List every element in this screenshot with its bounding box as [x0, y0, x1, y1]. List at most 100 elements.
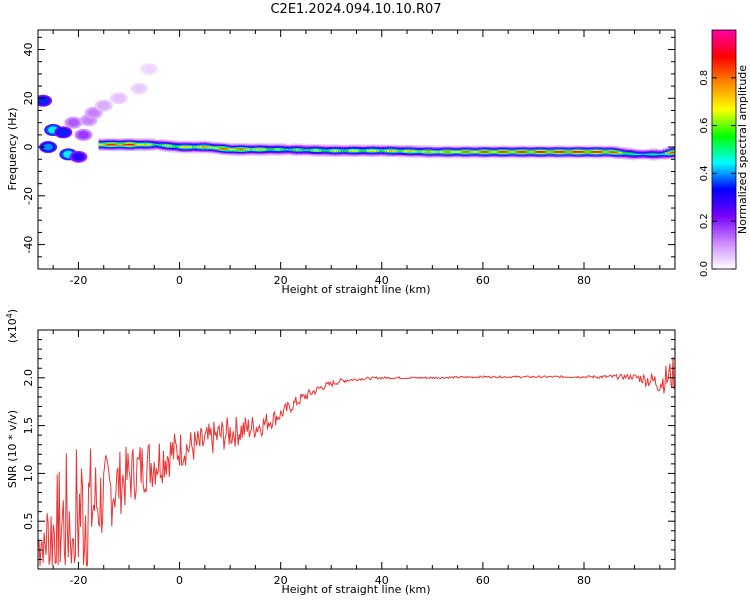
band-cell — [462, 151, 466, 153]
band-cell — [563, 151, 567, 153]
band-cell — [659, 153, 663, 156]
band-cell — [262, 148, 267, 151]
band-cell — [437, 151, 441, 153]
band-cell — [414, 150, 418, 153]
band-cell — [182, 146, 186, 148]
band-cell — [561, 151, 565, 153]
band-cell — [318, 149, 322, 152]
colorbar-tick-label: 0.2 — [699, 213, 710, 229]
band-cell — [187, 146, 191, 148]
band-cell — [121, 143, 125, 146]
y-tick-label: -40 — [22, 236, 35, 254]
snr-layer — [38, 357, 675, 567]
band-cell — [465, 151, 469, 153]
band-cell — [177, 145, 181, 148]
band-cell — [129, 143, 133, 146]
x-axis-label: Height of straight line (km) — [281, 283, 430, 296]
band-cell — [275, 148, 279, 151]
band-cell — [379, 149, 383, 152]
band-cell — [106, 143, 110, 146]
band-cell — [402, 150, 406, 153]
band-cell — [126, 143, 130, 146]
band-cell — [480, 151, 484, 153]
band-cell — [118, 143, 123, 146]
band-cell — [439, 151, 444, 153]
band-cell — [351, 149, 355, 152]
x-tick-label: 80 — [577, 574, 591, 587]
y-tick-label: 2.0 — [22, 369, 35, 387]
band-cell — [328, 149, 332, 152]
x-tick-label: 80 — [577, 274, 591, 287]
band-cell — [359, 149, 363, 152]
band-cell — [113, 143, 117, 146]
x-tick-label: 60 — [476, 574, 490, 587]
band-cell — [460, 151, 464, 153]
band-cell — [257, 148, 262, 151]
band-cell — [571, 151, 575, 153]
band-cell — [667, 152, 671, 155]
band-cell — [265, 148, 269, 151]
band-cell — [417, 150, 421, 153]
y-axis-label: Frequency (Hz) — [6, 108, 19, 191]
band-cell — [541, 151, 545, 153]
band-cell — [510, 151, 514, 153]
band-cell — [214, 147, 219, 149]
band-cell — [606, 151, 610, 153]
band-cell — [116, 143, 120, 146]
band-cell — [290, 148, 294, 151]
band-cell — [611, 151, 615, 154]
band-cell — [202, 146, 206, 148]
y-tick-label: 1.0 — [22, 465, 35, 483]
band-cell — [467, 151, 471, 153]
y-axis-label: SNR (10 * v/v) — [6, 410, 19, 488]
band-cell — [523, 151, 527, 153]
band-cell — [174, 145, 178, 148]
spectral-blob — [73, 153, 84, 161]
y-tick-label: -20 — [22, 187, 35, 205]
band-cell — [164, 144, 168, 147]
band-cell — [255, 148, 259, 151]
snr-series-line — [38, 357, 675, 567]
band-cell — [260, 148, 264, 151]
band-cell — [146, 143, 150, 146]
band-cell — [657, 153, 661, 156]
band-cell — [664, 152, 669, 155]
x-tick-label: 40 — [375, 574, 389, 587]
band-cell — [141, 143, 145, 146]
band-cell — [353, 149, 358, 152]
band-cell — [652, 153, 656, 156]
band-cell — [151, 143, 155, 146]
band-cell — [197, 146, 201, 148]
band-cell — [123, 143, 128, 146]
band-cell — [348, 149, 353, 152]
band-cell — [614, 151, 618, 154]
band-cell — [649, 153, 653, 156]
band-cell — [594, 151, 598, 153]
band-cell — [366, 149, 370, 152]
band-cell — [434, 151, 438, 153]
x-tick-label: -20 — [69, 574, 87, 587]
band-cell — [419, 150, 423, 153]
band-cell — [442, 151, 446, 153]
band-cell — [240, 148, 244, 151]
band-cell — [207, 146, 211, 149]
colorbar-tick-label: 0.6 — [699, 118, 710, 134]
band-cell — [154, 143, 158, 146]
band-cell — [528, 151, 532, 153]
band-cell — [111, 143, 115, 146]
spectral-blob — [38, 97, 49, 105]
band-cell — [520, 151, 524, 153]
band-cell — [268, 148, 272, 151]
band-cell — [235, 148, 239, 151]
band-cell — [136, 143, 140, 146]
band-cell — [500, 151, 504, 153]
band-cell — [381, 149, 385, 152]
band-cell — [632, 153, 636, 155]
band-cell — [298, 149, 302, 151]
band-cell — [654, 153, 658, 156]
band-cell — [642, 153, 646, 156]
band-cell — [669, 151, 674, 154]
band-cell — [455, 151, 459, 153]
band-cell — [169, 145, 173, 147]
